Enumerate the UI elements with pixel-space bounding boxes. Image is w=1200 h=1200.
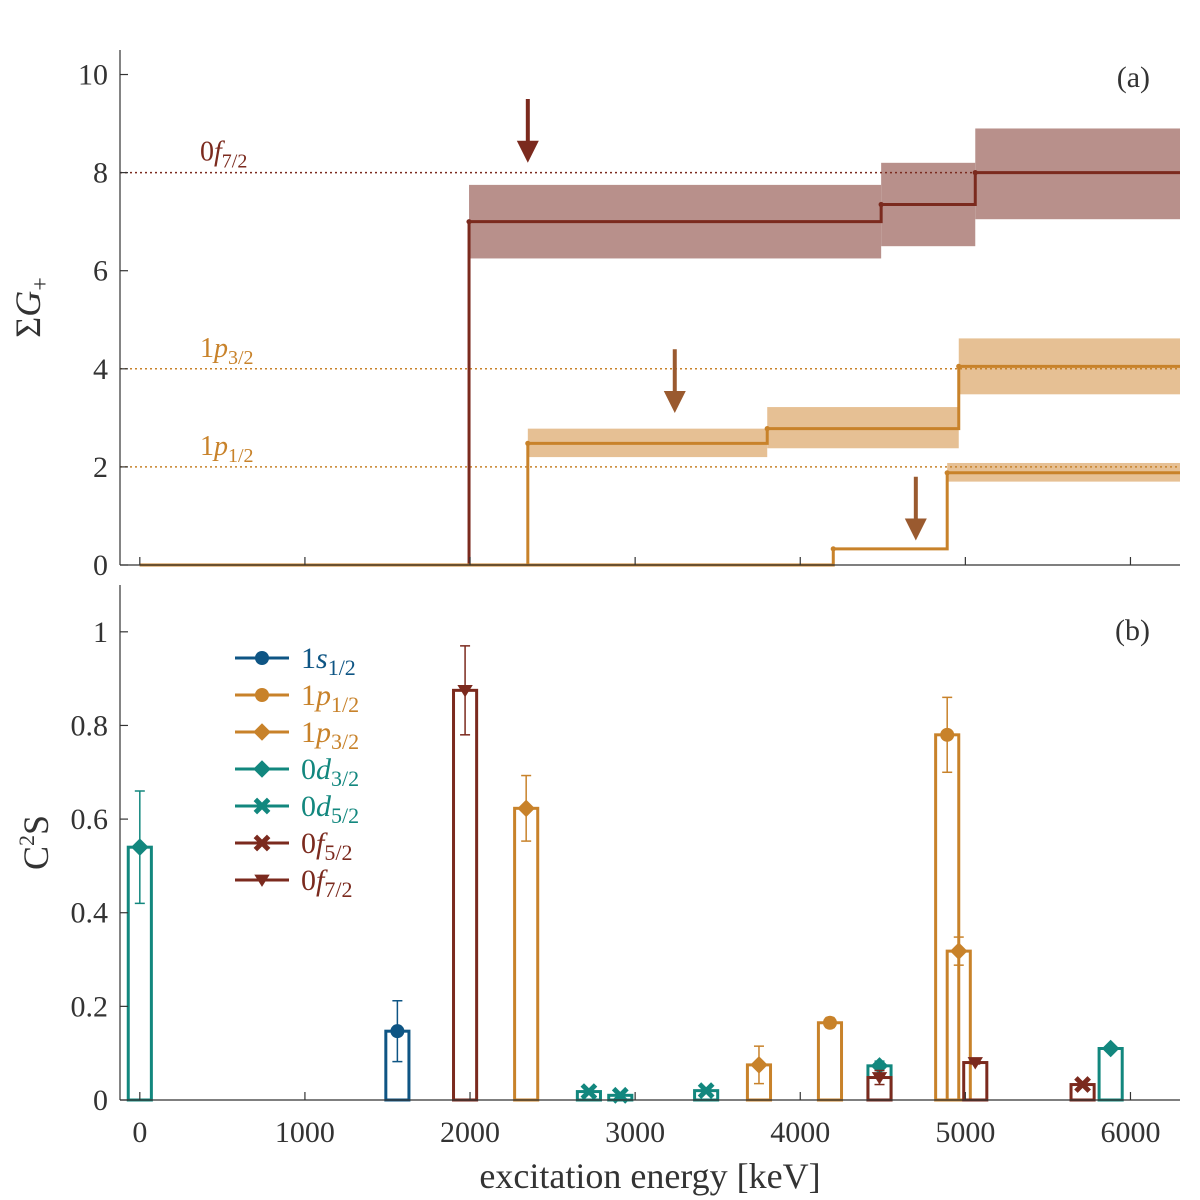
legend-marker-1 <box>255 688 269 702</box>
reference-line-label-0: 0f7/2 <box>200 137 247 173</box>
bar-marker-1 <box>390 1024 405 1039</box>
bar-marker-10 <box>871 1072 888 1085</box>
legend-marker-3 <box>253 760 271 778</box>
panel-b-bars <box>126 645 1124 1104</box>
bar-marker-0 <box>131 838 149 856</box>
step-line-2 <box>139 471 1180 567</box>
step-point-1-1 <box>525 440 531 446</box>
legend-label-5: 0f5/2 <box>301 827 352 865</box>
step-point-1-3 <box>956 363 962 369</box>
ylabel-variable: G <box>8 291 48 317</box>
reference-line-label-2: 1p1/2 <box>200 431 254 467</box>
arrow-head-2 <box>904 518 927 541</box>
panel-b-ytick-label-0: 0 <box>93 1084 108 1117</box>
bar-marker-13 <box>967 1057 983 1070</box>
bar-marker-14 <box>1074 1076 1091 1093</box>
legend-marker-0 <box>255 651 269 665</box>
legend-label-0: 1s1/2 <box>301 642 356 680</box>
panel-a-label: (a) <box>1117 61 1150 94</box>
panel-b-xtick-label-1: 1000 <box>275 1116 335 1149</box>
legend-marker-6 <box>254 874 270 887</box>
bar-marker-15 <box>1101 1039 1120 1058</box>
ylabel-s: S <box>16 815 56 835</box>
bar-marker-4 <box>580 1083 598 1100</box>
panel-b-xtick-label-0: 0 <box>132 1116 147 1149</box>
step-point-2-2 <box>944 470 950 476</box>
panel-a-ytick-label-1: 2 <box>93 451 108 484</box>
panel-a: 0f7/2 1p3/2 1p1/2 0 2 4 6 8 10 (a) ΣG+ <box>8 50 1180 582</box>
bar-marker-12 <box>950 942 968 960</box>
legend-label-1: 1p1/2 <box>301 679 359 717</box>
panel-b-ytick-label-1: 0.2 <box>71 990 109 1023</box>
panel-a-arrows <box>516 99 927 541</box>
arrow-head-1 <box>663 390 686 413</box>
bar-2 <box>452 688 479 1102</box>
step-line-0 <box>139 171 1180 567</box>
ylabel-sum-symbol: Σ <box>8 317 48 338</box>
panel-a-reference-lines: 0f7/2 1p3/2 1p1/2 <box>120 137 1180 468</box>
bar-marker-8 <box>822 1015 837 1030</box>
panel-b-xtick-label-6: 6000 <box>1100 1116 1160 1149</box>
panel-b-xlabel: excitation energy [keV] <box>479 1156 820 1196</box>
panel-b-axes: 0 0.2 0.4 0.6 0.8 1 0 1000 2000 3000 4000 5000 6000 <box>71 585 1180 1149</box>
panel-b-xtick-label-4: 4000 <box>770 1116 830 1149</box>
panel-b-ytick-label-2: 0.4 <box>71 897 109 930</box>
panel-a-ytick-label-0: 0 <box>93 549 108 582</box>
step-point-0-2 <box>878 201 884 208</box>
panel-b-ytick-label-5: 1 <box>93 616 108 649</box>
arrow-head-0 <box>516 140 539 163</box>
bar-marker-2 <box>457 684 473 698</box>
panel-a-ytick-label-3: 6 <box>93 255 108 288</box>
panel-a-ytick-label-5: 10 <box>78 59 108 92</box>
panel-a-ytick-label-4: 8 <box>93 157 108 190</box>
bar-marker-7 <box>750 1056 768 1074</box>
step-point-1-2 <box>764 426 770 432</box>
panel-b-ylabel: C2S <box>14 815 56 870</box>
panel-b-label: (b) <box>1115 614 1150 647</box>
panel-b-xtick-label-2: 2000 <box>440 1116 500 1149</box>
legend-marker-4 <box>253 797 271 815</box>
legend-marker-2 <box>253 723 271 741</box>
bar-marker-3 <box>517 799 535 818</box>
legend-label-2: 1p3/2 <box>301 716 359 754</box>
panel-b-ytick-label-3: 0.6 <box>71 803 109 836</box>
panel-b-xtick-label-3: 3000 <box>605 1116 665 1149</box>
bar-marker-11 <box>940 727 955 742</box>
panel-a-axes: 0 2 4 6 8 10 <box>78 50 1180 582</box>
ylabel-subscript: + <box>28 277 54 291</box>
bar-8 <box>816 1021 844 1102</box>
legend-label-4: 0d5/2 <box>301 790 359 828</box>
legend-label-6: 0f7/2 <box>301 864 352 902</box>
panel-a-ylabel: ΣG+ <box>8 277 54 338</box>
step-point-2-1 <box>830 546 836 552</box>
panel-b-xtick-label-5: 5000 <box>935 1116 995 1149</box>
step-point-0-1 <box>466 219 472 225</box>
legend-marker-5 <box>253 834 271 852</box>
ylabel-sup: 2 <box>14 835 39 846</box>
step-line-1 <box>139 364 1180 567</box>
panel-b: 00.20.40.60.810 1000 2000 3000 4000 5000 6000 … <box>14 585 1180 1196</box>
reference-line-label-1: 1p3/2 <box>200 333 254 369</box>
bar-3 <box>513 806 540 1102</box>
ylabel-c: C <box>16 846 56 870</box>
legend-label-3: 0d3/2 <box>301 753 359 791</box>
bar-marker-6 <box>697 1082 715 1100</box>
step-point-0-3 <box>972 170 978 176</box>
panel-a-ytick-label-2: 4 <box>93 353 108 386</box>
panel-b-ytick-label-4: 0.8 <box>71 709 109 742</box>
